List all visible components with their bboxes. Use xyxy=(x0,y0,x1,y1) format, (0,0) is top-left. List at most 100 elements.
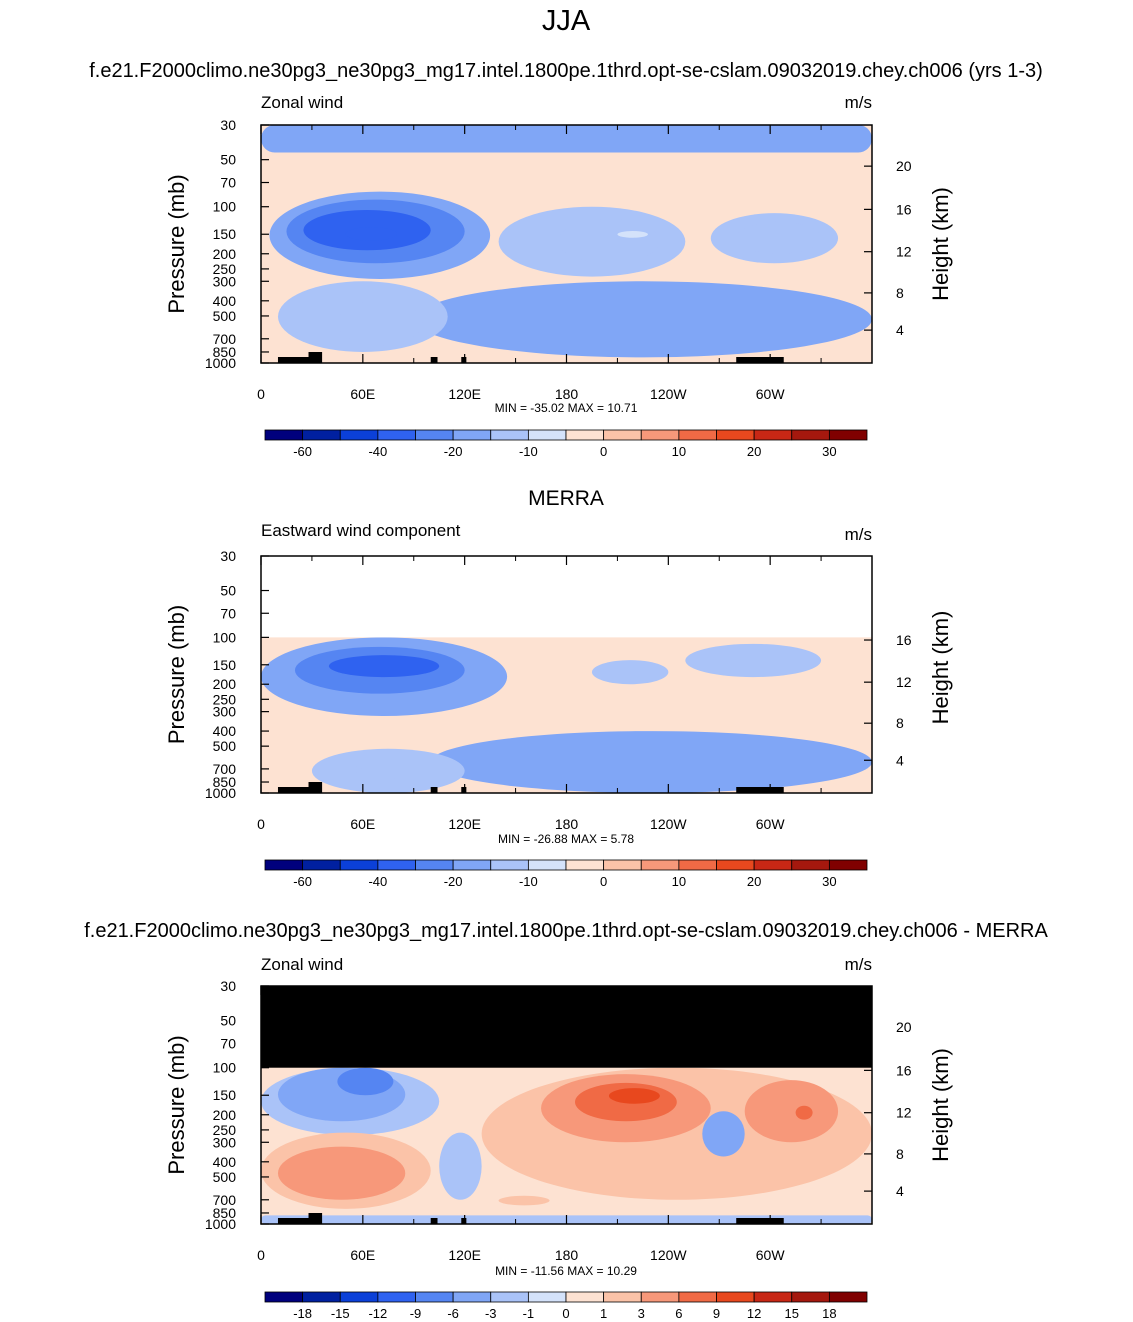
p-tick-label: 500 xyxy=(213,308,237,324)
p-tick-label: 30 xyxy=(220,117,236,133)
colorbar-label: 18 xyxy=(822,1306,836,1321)
plot-area xyxy=(261,125,872,363)
colorbar-swatch xyxy=(716,429,755,441)
y-axis-label: Pressure (mb) xyxy=(164,605,189,744)
right-axis-label: Height (km) xyxy=(928,611,953,725)
x-tick-label: 60W xyxy=(756,386,786,402)
terrain-bar xyxy=(461,357,467,363)
colorbar-swatch xyxy=(527,429,567,441)
missing-region xyxy=(261,556,872,638)
p-tick-label: 400 xyxy=(213,293,237,309)
p-tick-label: 500 xyxy=(213,738,237,754)
x-tick-label: 120W xyxy=(650,816,687,832)
p-tick-label: 850 xyxy=(213,1205,237,1221)
height-tick-label: 4 xyxy=(896,752,904,768)
height-tick-label: 12 xyxy=(896,674,912,690)
p-tick-label: 400 xyxy=(213,1154,237,1170)
colorbar-label: -1 xyxy=(523,1306,535,1321)
colorbar-swatch xyxy=(565,1291,605,1303)
colorbar-label: -9 xyxy=(410,1306,422,1321)
colorbar-label: -40 xyxy=(368,444,387,459)
x-tick-label: 60W xyxy=(756,1247,786,1263)
colorbar-swatch xyxy=(603,429,642,441)
p-tick-label: 70 xyxy=(220,1036,236,1052)
colorbar-swatch xyxy=(828,429,868,441)
p-tick-label: 200 xyxy=(213,1107,237,1123)
height-tick-label: 20 xyxy=(896,158,912,174)
colorbar-swatch xyxy=(565,429,605,441)
right-axis-label: Height (km) xyxy=(928,187,953,301)
panel-merra: Eastward wind component m/s30507010015020… xyxy=(164,521,953,889)
variable-label: Zonal wind xyxy=(261,93,343,112)
colorbar-label: -40 xyxy=(368,874,387,889)
x-tick-label: 0 xyxy=(257,1247,265,1263)
height-tick-label: 20 xyxy=(896,1019,912,1035)
p-tick-label: 700 xyxy=(213,331,237,347)
p-tick-label: 700 xyxy=(213,1192,237,1208)
panel-difference: Zonal wind m/s305070100150200250300400500… xyxy=(164,955,953,1321)
terrain-bar xyxy=(308,782,323,793)
p-tick-label: 850 xyxy=(213,344,237,360)
terrain-bar xyxy=(277,1218,312,1224)
units-label: m/s xyxy=(845,955,872,974)
colorbar-swatch xyxy=(302,429,341,441)
height-tick-label: 8 xyxy=(896,1146,904,1162)
colorbar-swatch xyxy=(490,429,529,441)
colorbar-swatch xyxy=(302,1291,341,1303)
colorbar-swatch xyxy=(828,859,868,871)
terrain-bar xyxy=(430,787,438,793)
height-tick-label: 8 xyxy=(896,285,904,301)
colorbar-swatch xyxy=(339,429,379,441)
colorbar-swatch xyxy=(264,1291,304,1303)
contour-region xyxy=(795,1105,813,1120)
colorbar-swatch xyxy=(678,429,717,441)
contour-region xyxy=(430,731,872,793)
colorbar-swatch xyxy=(753,429,793,441)
contour-region xyxy=(498,1195,550,1206)
colorbar-label: 30 xyxy=(822,874,836,889)
p-tick-label: 50 xyxy=(220,152,236,168)
terrain-bar xyxy=(308,352,323,363)
p-tick-label: 150 xyxy=(213,226,237,242)
terrain-bar xyxy=(736,787,784,793)
colorbar: -60 -40 -20 -10 0 10 20 30 xyxy=(264,429,868,459)
colorbar-label: -20 xyxy=(444,444,463,459)
colorbar-swatch xyxy=(828,1291,868,1303)
colorbar-label: 12 xyxy=(747,1306,761,1321)
p-tick-label: 100 xyxy=(213,199,237,215)
p-tick-label: 250 xyxy=(213,261,237,277)
colorbar-label: 30 xyxy=(822,444,836,459)
p-tick-label: 850 xyxy=(213,774,237,790)
units-label: m/s xyxy=(845,525,872,544)
colorbar-label: -60 xyxy=(293,444,312,459)
terrain-bar xyxy=(308,1213,323,1224)
terrain-bar xyxy=(461,1218,467,1224)
contour-region xyxy=(328,655,440,678)
p-tick-label: 400 xyxy=(213,723,237,739)
contour-region xyxy=(736,221,822,254)
colorbar-swatch xyxy=(565,859,605,871)
colorbar-swatch xyxy=(640,859,680,871)
contour-region xyxy=(685,643,822,678)
colorbar-swatch xyxy=(753,859,793,871)
p-tick-label: 30 xyxy=(220,978,236,994)
colorbar-label: -60 xyxy=(293,874,312,889)
variable-label: Zonal wind xyxy=(261,955,343,974)
p-tick-label: 70 xyxy=(220,605,236,621)
panels: Zonal wind m/s305070100150200250300400500… xyxy=(164,93,953,1321)
p-tick-label: 300 xyxy=(213,273,237,289)
colorbar-label: 9 xyxy=(713,1306,720,1321)
y-axis-label: Pressure (mb) xyxy=(164,1035,189,1174)
colorbar: -18 -15 -12 -9 -6 -3 -1 0 1 3 6 9 12 15 18 xyxy=(264,1291,868,1321)
right-axis-label: Height (km) xyxy=(928,1048,953,1162)
colorbar-label: -3 xyxy=(485,1306,497,1321)
x-tick-label: 120E xyxy=(448,386,481,402)
colorbar-swatch xyxy=(415,429,454,441)
colorbar-swatch xyxy=(527,859,567,871)
units-label: m/s xyxy=(845,93,872,112)
contour-region xyxy=(710,1124,737,1143)
height-tick-label: 8 xyxy=(896,715,904,731)
min-max-label: MIN = -35.02 MAX = 10.71 xyxy=(495,401,638,415)
x-tick-label: 0 xyxy=(257,386,265,402)
colorbar-label: -10 xyxy=(519,874,538,889)
